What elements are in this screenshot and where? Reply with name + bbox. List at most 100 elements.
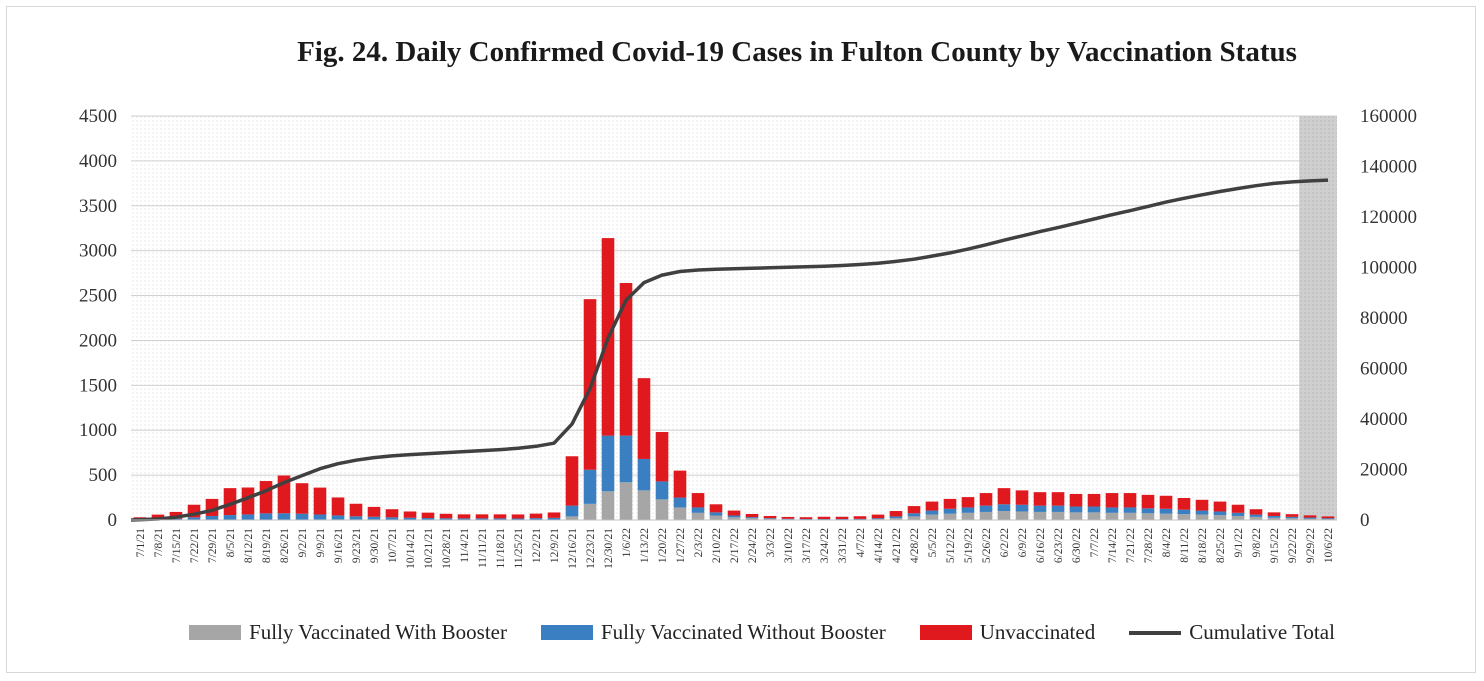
bar-segment bbox=[295, 483, 309, 514]
x-tick-label: 1/27/22 bbox=[675, 528, 687, 563]
legend-swatch-cumulative bbox=[1129, 630, 1182, 635]
bar-segment bbox=[619, 282, 633, 436]
incomplete-data-shade bbox=[1299, 116, 1337, 520]
bar-segment bbox=[835, 516, 849, 520]
x-tick-label: 4/21/22 bbox=[891, 528, 903, 563]
bar-segment bbox=[241, 514, 255, 520]
y-left-tick-label: 1500 bbox=[79, 375, 117, 396]
bar-segment bbox=[583, 469, 597, 504]
bar-segment bbox=[1015, 490, 1029, 505]
x-tick-label: 12/9/21 bbox=[549, 528, 561, 563]
bar-segment bbox=[493, 518, 507, 520]
legend-swatch-booster bbox=[189, 625, 242, 640]
legend-item-unvaccinated: Unvaccinated bbox=[919, 620, 1095, 645]
x-tick-label: 12/30/21 bbox=[603, 528, 615, 569]
x-tick-label: 10/28/21 bbox=[441, 528, 453, 569]
bar-segment bbox=[673, 497, 687, 508]
bar-segment bbox=[223, 488, 237, 516]
bar-segment bbox=[745, 518, 759, 520]
x-tick-label: 2/3/22 bbox=[693, 528, 705, 558]
bar-segment bbox=[961, 512, 975, 520]
bar-segment bbox=[1069, 512, 1083, 520]
bar-segment bbox=[925, 510, 939, 515]
bar-segment bbox=[1177, 514, 1191, 520]
bar-segment bbox=[1051, 492, 1065, 506]
bar-segment bbox=[997, 504, 1011, 512]
bar-segment bbox=[1303, 517, 1317, 519]
bar-segment bbox=[1213, 501, 1227, 512]
bar-segment bbox=[1123, 512, 1137, 520]
bar-segment bbox=[601, 491, 615, 520]
legend-swatch-unvaccinated bbox=[919, 625, 972, 640]
bar-segment bbox=[475, 518, 489, 520]
x-tick-label: 10/21/21 bbox=[423, 528, 435, 569]
x-tick-label: 12/2/21 bbox=[531, 528, 543, 563]
bar-segment bbox=[1285, 518, 1299, 520]
bar-segment bbox=[259, 481, 273, 514]
bar-segment bbox=[457, 514, 471, 519]
x-tick-label: 5/5/22 bbox=[927, 528, 939, 558]
x-tick-label: 4/7/22 bbox=[855, 528, 867, 558]
bar-segment bbox=[601, 435, 615, 492]
x-tick-label: 9/1/22 bbox=[1233, 528, 1245, 558]
x-tick-label: 3/3/22 bbox=[765, 528, 777, 558]
bar-segment bbox=[1087, 493, 1101, 507]
bar-segment bbox=[997, 511, 1011, 520]
bar-segment bbox=[565, 456, 579, 506]
bar-segment bbox=[295, 513, 309, 520]
bar-segment bbox=[511, 514, 525, 519]
bar-segment bbox=[313, 514, 327, 520]
x-tick-label: 8/5/21 bbox=[225, 528, 237, 558]
bar-segment bbox=[1105, 512, 1119, 520]
bar-segment bbox=[727, 515, 741, 518]
x-tick-label: 7/8/21 bbox=[153, 528, 165, 558]
bar-segment bbox=[889, 518, 903, 520]
x-tick-label: 11/18/21 bbox=[495, 528, 507, 569]
bar-segment bbox=[331, 497, 345, 516]
bar-segment bbox=[1159, 495, 1173, 509]
bar-segment bbox=[277, 513, 291, 520]
bar-segment bbox=[367, 516, 381, 520]
bar-segment bbox=[349, 516, 363, 520]
legend-swatch-without-booster bbox=[541, 625, 593, 640]
bar-segment bbox=[709, 504, 723, 513]
bar-segment bbox=[979, 493, 993, 506]
bar-segment bbox=[1249, 516, 1263, 520]
y-left-tick-label: 3500 bbox=[79, 196, 117, 217]
x-tick-label: 5/19/22 bbox=[963, 528, 975, 563]
x-tick-label: 6/16/22 bbox=[1035, 528, 1047, 563]
bar-segment bbox=[367, 506, 381, 517]
bar-segment bbox=[763, 518, 777, 519]
bar-segment bbox=[1267, 512, 1281, 516]
bar-segment bbox=[1213, 515, 1227, 520]
bar-segment bbox=[421, 518, 435, 520]
bar-segment bbox=[871, 514, 885, 519]
bar-segment bbox=[1069, 506, 1083, 513]
bar-segment bbox=[637, 458, 651, 491]
bar-segment bbox=[1195, 514, 1209, 520]
y-right-tick-label: 80000 bbox=[1360, 308, 1408, 329]
bar-segment bbox=[205, 515, 219, 520]
x-tick-label: 7/14/22 bbox=[1107, 528, 1119, 563]
bar-segment bbox=[439, 518, 453, 520]
x-tick-label: 2/10/22 bbox=[711, 528, 723, 563]
bar-segment bbox=[925, 514, 939, 520]
legend-label-booster: Fully Vaccinated With Booster bbox=[249, 620, 507, 644]
y-right-tick-label: 20000 bbox=[1360, 460, 1408, 481]
x-tick-label: 10/14/21 bbox=[405, 528, 417, 569]
bar-segment bbox=[493, 514, 507, 519]
legend-label-cumulative: Cumulative Total bbox=[1189, 620, 1335, 644]
bar-segment bbox=[1141, 513, 1155, 520]
bar-segment bbox=[727, 510, 741, 516]
bar-segment bbox=[691, 507, 705, 513]
bar-segment bbox=[1177, 509, 1191, 515]
bar-segment bbox=[1195, 510, 1209, 515]
bar-segment bbox=[349, 503, 363, 517]
bar-segment bbox=[547, 512, 561, 518]
x-tick-label: 7/1/21 bbox=[135, 528, 147, 558]
x-tick-label: 12/23/21 bbox=[585, 528, 597, 569]
bar-segment bbox=[907, 513, 921, 517]
bar-segment bbox=[1321, 516, 1335, 519]
x-tick-label: 7/28/22 bbox=[1143, 528, 1155, 563]
